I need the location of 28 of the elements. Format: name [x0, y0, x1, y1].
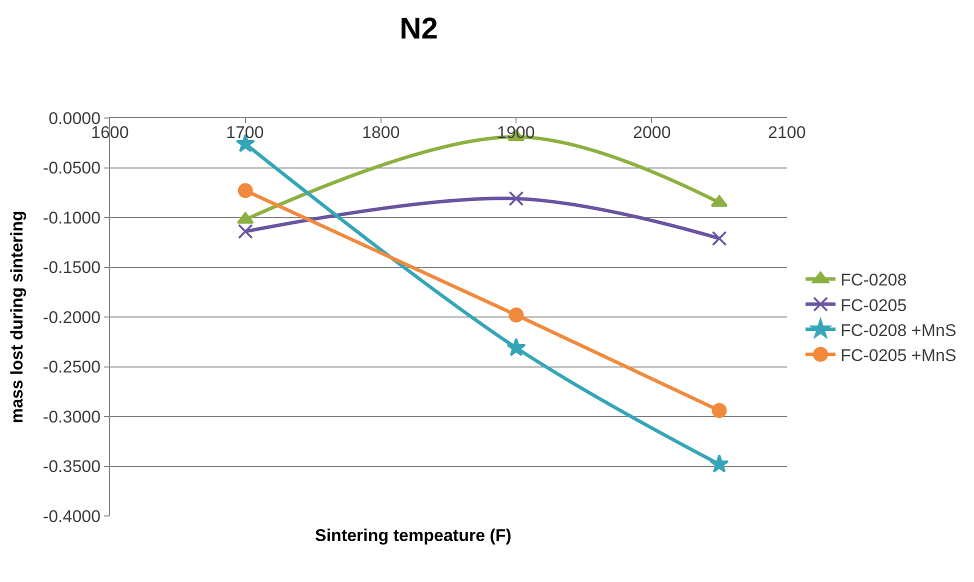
point — [712, 403, 727, 418]
x-axis-title: Sintering tempeature (F) — [315, 526, 512, 545]
y-tick-label: -0.4000 — [42, 506, 101, 526]
x-tick-label: 2000 — [633, 123, 671, 142]
legend-label: FC-0208 +MnS — [840, 320, 956, 340]
point — [712, 230, 727, 246]
chart-title: N2 — [400, 12, 438, 46]
point — [508, 191, 524, 206]
x-tick-label: 2100 — [768, 123, 806, 142]
point — [238, 183, 253, 198]
x-tick-label: 1800 — [362, 123, 400, 142]
y-axis-title: mass lost during sintering — [7, 210, 26, 424]
point — [710, 454, 729, 473]
x-tick-label: 1700 — [226, 123, 264, 142]
y-tick-label: -0.3000 — [42, 407, 101, 426]
y-tick-label: -0.1500 — [42, 258, 101, 278]
y-tick-label: -0.1000 — [42, 208, 101, 228]
point — [236, 212, 254, 224]
legend-label: FC-0205 +MnS — [840, 346, 956, 365]
point — [506, 338, 526, 356]
point — [508, 308, 524, 323]
legend-label: FC-0205 — [840, 296, 907, 315]
y-tick-label: -0.3500 — [42, 457, 101, 476]
legend-label: FC-0208 — [840, 270, 907, 290]
y-tick-label: -0.2000 — [42, 308, 101, 327]
y-tick-label: -0.0500 — [42, 158, 101, 178]
point — [238, 224, 253, 239]
y-tick-label: -0.2500 — [42, 358, 101, 377]
